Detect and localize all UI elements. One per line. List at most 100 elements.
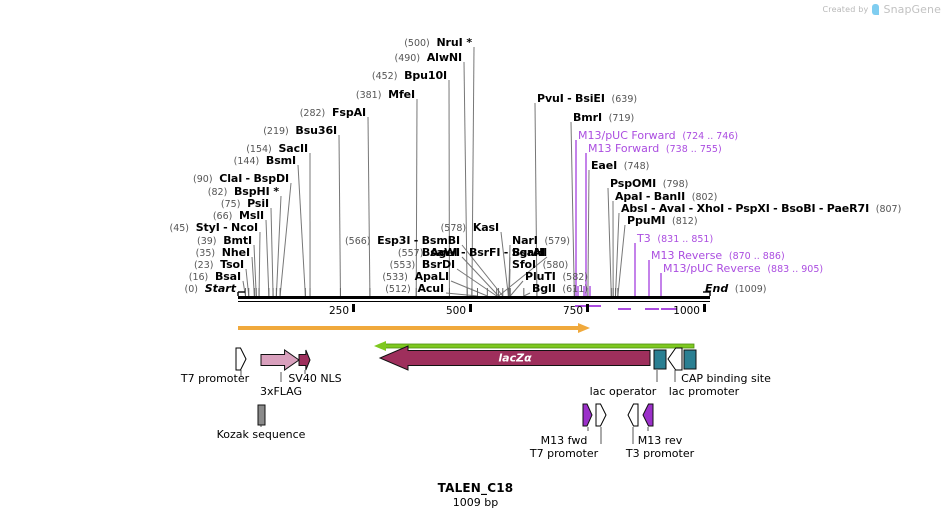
feature-lacz[interactable]: lacZα bbox=[378, 345, 651, 371]
enzyme-position: (23) bbox=[193, 260, 214, 271]
lbl-3xflag[interactable]: 3xFLAG bbox=[259, 385, 303, 398]
terminal-name: Start bbox=[204, 282, 236, 295]
enzyme-name: BmrI bbox=[573, 111, 602, 124]
primer-name: M13/pUC Forward bbox=[578, 129, 676, 142]
feature-m13-rev-feat[interactable] bbox=[642, 403, 654, 427]
enzyme-position: (553) bbox=[389, 260, 416, 271]
enzyme-label-apai[interactable]: ApaI - BanII (802) bbox=[615, 191, 717, 203]
feature-t3-promoter[interactable] bbox=[627, 403, 639, 427]
lbl-lac-operator[interactable]: lac operator bbox=[589, 385, 657, 398]
enzyme-label-tsoi[interactable]: (23) TsoI bbox=[194, 259, 244, 271]
feature-t7-promoter-2[interactable] bbox=[595, 403, 607, 427]
enzyme-name: PaeR7I bbox=[826, 202, 870, 215]
enzyme-label-mfei[interactable]: (381) MfeI bbox=[356, 89, 415, 101]
enzyme-label-bpu10i[interactable]: (452) Bpu10I bbox=[372, 70, 447, 82]
feature-sv40-nls[interactable] bbox=[298, 349, 311, 371]
enzyme-position: (500) bbox=[404, 38, 430, 49]
feature-lac-promoter[interactable] bbox=[667, 347, 683, 371]
enzyme-label-styi[interactable]: (45) StyI - NcoI bbox=[170, 222, 259, 234]
enzyme-label-bsahi[interactable]: BsaHI bbox=[512, 247, 547, 259]
primer-range: (724 .. 746) bbox=[682, 131, 739, 142]
feature-lac-operator[interactable] bbox=[653, 349, 667, 370]
primer-range: (870 .. 886) bbox=[728, 251, 785, 262]
enzyme-label-eaei[interactable]: EaeI (748) bbox=[591, 160, 649, 172]
enzyme-label-pluti[interactable]: PluTI (582) bbox=[525, 271, 588, 283]
feature-kozak[interactable] bbox=[257, 404, 266, 426]
enzyme-name: SacII bbox=[278, 142, 308, 155]
enzyme-label-bmti[interactable]: (39) BmtI bbox=[197, 235, 252, 247]
enzyme-label-bglii[interactable]: BglI (611) bbox=[532, 283, 588, 295]
enzyme-name: AcuI bbox=[417, 282, 444, 295]
enzyme-label-ppumi[interactable]: PpuMI (812) bbox=[627, 215, 698, 227]
enzyme-label-pvui[interactable]: PvuI - BsiEI (639) bbox=[537, 93, 637, 105]
enzyme-separator: - bbox=[245, 172, 251, 185]
enzyme-label-esp3i[interactable]: (566) Esp3I - BsmBI bbox=[345, 235, 460, 247]
enzyme-label-bsai[interactable]: (16) BsaI bbox=[189, 271, 241, 283]
enzyme-label-nhei[interactable]: (35) NheI bbox=[196, 247, 251, 259]
enzyme-position: (45) bbox=[169, 223, 190, 234]
enzyme-label-apali[interactable]: (533) ApaLI bbox=[382, 271, 449, 283]
enzyme-label-sfoi[interactable]: SfoI (580) bbox=[512, 259, 568, 271]
lbl-t7-promoter-1[interactable]: T7 promoter bbox=[180, 372, 250, 385]
enzyme-name: PvuI bbox=[537, 92, 564, 105]
lbl-m13-rev[interactable]: M13 rev bbox=[637, 434, 683, 447]
enzyme-name: Bsu36I bbox=[295, 124, 337, 137]
enzyme-separator: - bbox=[773, 202, 778, 215]
feature-3xflag[interactable] bbox=[260, 349, 300, 371]
enzyme-label-acui[interactable]: (512) AcuI bbox=[385, 283, 444, 295]
ruler-tick-label: 500 bbox=[445, 305, 466, 317]
lbl-t7-promoter-2[interactable]: T7 promoter bbox=[529, 447, 599, 460]
enzyme-separator: - bbox=[461, 246, 466, 259]
enzyme-label-kasi[interactable]: (578) KasI bbox=[441, 222, 500, 234]
enzyme-name: BsaWI bbox=[421, 246, 460, 259]
enzyme-name: MslI bbox=[239, 209, 264, 222]
primer-label-m13-rev[interactable]: M13 Reverse (870 .. 886) bbox=[651, 250, 785, 262]
primer-range: (883 .. 905) bbox=[767, 264, 824, 275]
enzyme-name: BmtI bbox=[223, 234, 252, 247]
feature-cap-binding[interactable] bbox=[683, 349, 697, 370]
feature-shape bbox=[667, 347, 683, 371]
primer-label-m13puc-rev[interactable]: M13/pUC Reverse (883 .. 905) bbox=[663, 263, 823, 275]
enzyme-position: (490) bbox=[394, 53, 421, 64]
enzyme-label-absi[interactable]: AbsI - AvaI - XhoI - PspXI - BsoBI - Pae… bbox=[621, 203, 901, 215]
enzyme-label-nari[interactable]: NarI (579) bbox=[512, 235, 570, 247]
primer-label-t3[interactable]: T3 (831 .. 851) bbox=[637, 233, 713, 245]
feature-green-arrow[interactable] bbox=[374, 336, 695, 351]
terminal-label-start[interactable]: (0) Start bbox=[185, 283, 236, 295]
enzyme-label-clai[interactable]: (90) ClaI - BspDI bbox=[193, 173, 289, 185]
enzyme-label-bsawi[interactable]: BsaWI bbox=[422, 247, 460, 259]
enzyme-name: BsaHI bbox=[512, 246, 548, 259]
lbl-t3-promoter[interactable]: T3 promoter bbox=[625, 447, 695, 460]
lbl-kozak[interactable]: Kozak sequence bbox=[216, 428, 306, 441]
enzyme-label-pspomi[interactable]: PspOMI (798) bbox=[610, 178, 688, 190]
enzyme-label-psii[interactable]: (75) PsiI bbox=[221, 198, 269, 210]
enzyme-name: BanII bbox=[653, 190, 686, 203]
primer-label-m13puc-fwd[interactable]: M13/pUC Forward (724 .. 746) bbox=[578, 130, 738, 142]
feature-shape bbox=[653, 349, 667, 370]
enzyme-name: ApaI bbox=[615, 190, 643, 203]
lbl-lac-promoter[interactable]: lac promoter bbox=[668, 385, 740, 398]
lbl-m13-fwd[interactable]: M13 fwd bbox=[540, 434, 588, 447]
enzyme-label-agei[interactable]: (557) AgeI - BsrFI - SgrAI bbox=[398, 247, 545, 259]
feature-orange-arrow[interactable] bbox=[238, 318, 590, 333]
lbl-cap-binding[interactable]: CAP binding site bbox=[681, 372, 771, 385]
enzyme-label-sacii[interactable]: (154) SacII bbox=[246, 143, 308, 155]
enzyme-label-bsphi[interactable]: (82) BspHI * bbox=[208, 186, 279, 198]
enzyme-label-nrui[interactable]: (500) NruI * bbox=[404, 37, 472, 49]
enzyme-label-msli[interactable]: (66) MslI bbox=[213, 210, 264, 222]
terminal-label-end[interactable]: End (1009) bbox=[705, 283, 767, 295]
primer-label-m13-fwd[interactable]: M13 Forward (738 .. 755) bbox=[588, 143, 722, 155]
enzyme-label-bsrdi[interactable]: (553) BsrDI bbox=[390, 259, 455, 271]
feature-t7-promoter-1[interactable] bbox=[235, 347, 247, 371]
lbl-sv40-nls[interactable]: SV40 NLS bbox=[288, 372, 342, 385]
feature-shape bbox=[642, 403, 654, 427]
ruler-tick-label: 250 bbox=[328, 305, 349, 317]
enzyme-label-fspai[interactable]: (282) FspAI bbox=[300, 107, 366, 119]
enzyme-separator: - bbox=[645, 190, 651, 203]
enzyme-label-alwni[interactable]: (490) AlwNI bbox=[394, 52, 463, 64]
enzyme-label-bmri[interactable]: BmrI (719) bbox=[573, 112, 634, 124]
enzyme-label-bsu36i[interactable]: (219) Bsu36I bbox=[263, 125, 337, 137]
enzyme-name: StyI bbox=[195, 221, 220, 234]
feature-m13-fwd-feat[interactable] bbox=[582, 403, 593, 427]
enzyme-label-bsmi[interactable]: (144) BsmI bbox=[234, 155, 296, 167]
